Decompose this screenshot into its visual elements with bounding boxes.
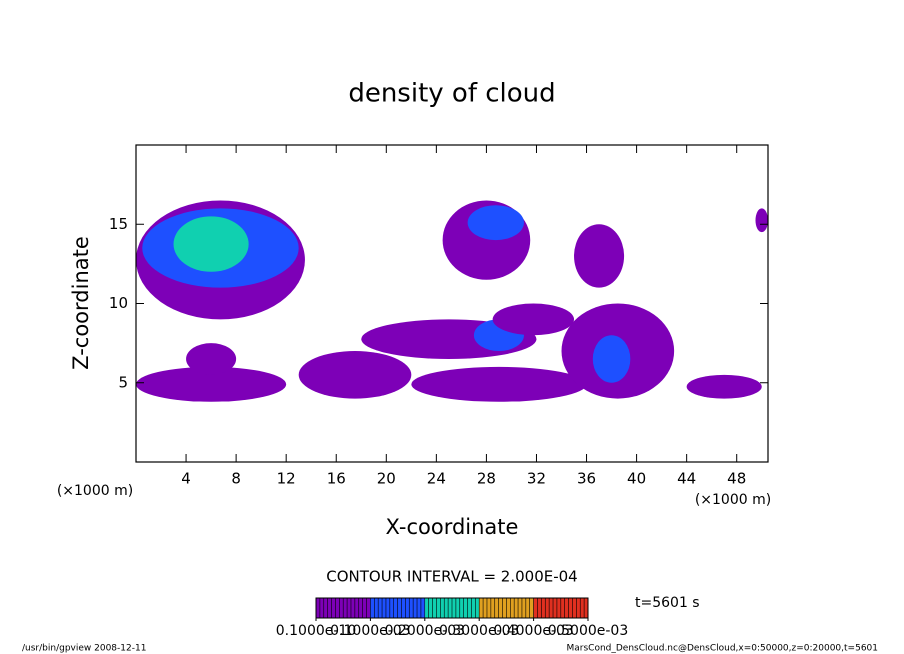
colorbar-label: 0.1000e-03 — [330, 623, 410, 639]
colorbar-frame — [315, 597, 589, 619]
footer-left: /usr/bin/gpview 2008-12-11 — [22, 644, 146, 654]
x-tick-label: 28 — [477, 470, 496, 488]
colorbar-label: 0.1000e-10 — [276, 623, 356, 639]
cloud-region — [492, 303, 575, 336]
colorbar-label: 0.4000e-03 — [493, 623, 573, 639]
x-tick-label: 24 — [427, 470, 446, 488]
colorbar: 0.1000e-100.1000e-030.2000e-030.3000e-03… — [276, 597, 628, 639]
chart-title: density of cloud — [348, 79, 555, 109]
x-tick-label: 20 — [377, 470, 396, 488]
footer-right: MarsCond_DensCloud.nc@DensCloud,x=0:5000… — [567, 644, 879, 654]
colorbar-label: 0.3000e-03 — [439, 623, 519, 639]
cloud-region — [411, 366, 587, 402]
cloud-region — [173, 216, 249, 272]
x-tick-label: 8 — [231, 470, 241, 488]
field — [136, 200, 768, 402]
x-tick-label: 40 — [627, 470, 646, 488]
cloud-region — [686, 374, 762, 399]
colorbar-label: 0.2000e-03 — [385, 623, 465, 639]
x-tick-label: 48 — [727, 470, 746, 488]
cloud-region — [467, 205, 524, 241]
y-axis-label: Z-coordinate — [69, 236, 93, 370]
cloud-region — [574, 224, 625, 288]
cloud-region — [186, 343, 237, 375]
y-tick-label: 5 — [118, 373, 128, 391]
y-tick-label: 15 — [109, 215, 128, 233]
x-axis-label: X-coordinate — [386, 515, 519, 539]
cloud-region — [136, 366, 287, 402]
x-unit: (×1000 m) — [695, 492, 771, 508]
y-tick-label: 10 — [109, 294, 128, 312]
x-tick-label: 4 — [181, 470, 191, 488]
x-tick-label: 12 — [277, 470, 296, 488]
x-tick-label: 44 — [677, 470, 696, 488]
y-unit: (×1000 m) — [57, 483, 133, 499]
cloud-region — [592, 335, 631, 383]
x-tick-label: 36 — [577, 470, 596, 488]
colorbar-label: 0.5000e-03 — [548, 623, 628, 639]
x-tick-label: 16 — [327, 470, 346, 488]
cloud-region — [298, 351, 412, 399]
cloud-region — [755, 208, 768, 233]
x-tick-label: 32 — [527, 470, 546, 488]
contour-interval: CONTOUR INTERVAL = 2.000E-04 — [326, 568, 577, 586]
time-label: t=5601 s — [635, 595, 700, 611]
